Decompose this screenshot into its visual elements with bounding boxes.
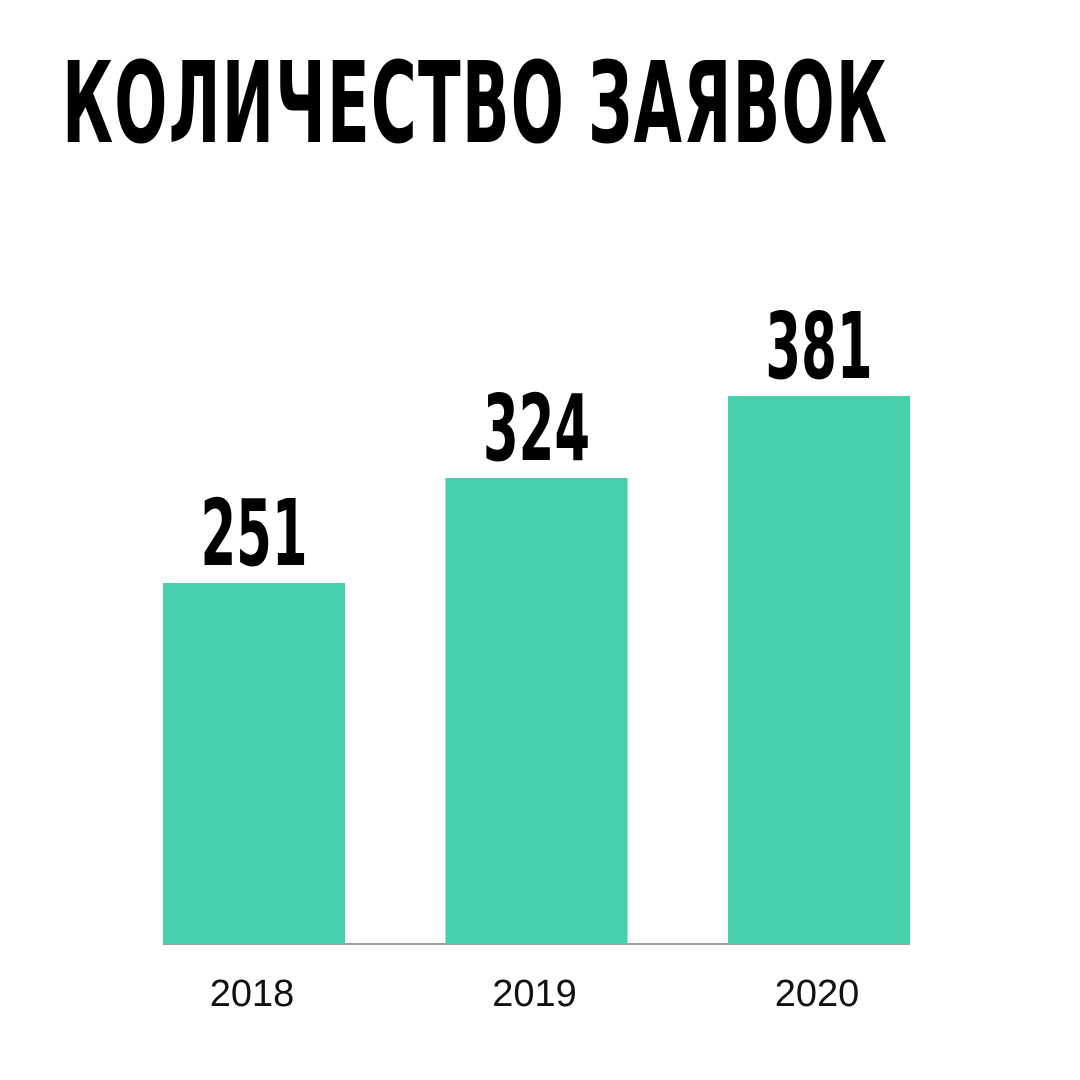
value-label-2020: 381 <box>765 294 872 401</box>
x-tick-labels-group: 2018 2019 2020 <box>210 973 860 1015</box>
bar-2020 <box>728 396 910 944</box>
bar-2018 <box>163 583 345 944</box>
value-label-2019: 324 <box>483 376 590 483</box>
x-tick-label-2018: 2018 <box>210 973 295 1015</box>
bar-2019 <box>446 478 628 944</box>
value-label-2018: 251 <box>200 481 307 588</box>
x-tick-label-2020: 2020 <box>775 973 860 1015</box>
x-tick-label-2019: 2019 <box>492 973 577 1015</box>
